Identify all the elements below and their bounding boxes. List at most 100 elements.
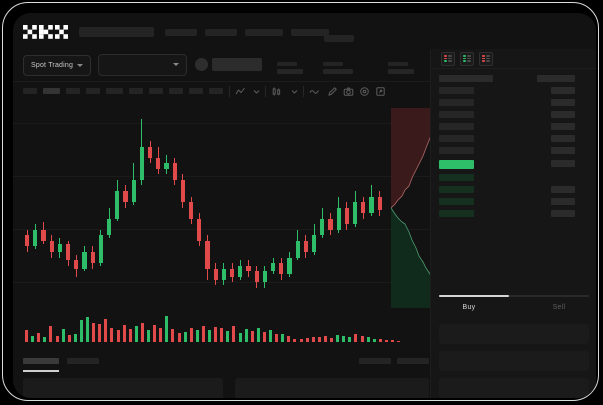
- volume-bar: [140, 322, 144, 342]
- chart-gridline: [13, 229, 430, 230]
- timeframe-button-6[interactable]: [129, 88, 143, 94]
- orderbook-both-icon[interactable]: [441, 52, 455, 66]
- nav-item-4[interactable]: [291, 29, 329, 36]
- okx-logo-icon[interactable]: [23, 25, 68, 39]
- volume-bar: [378, 339, 382, 342]
- bottom-action-1[interactable]: [359, 358, 391, 364]
- orderbook-depth-slider[interactable]: [439, 295, 589, 297]
- volume-bar: [238, 332, 242, 342]
- fullscreen-icon[interactable]: [375, 86, 386, 97]
- timeframe-button-7[interactable]: [149, 88, 163, 94]
- volume-bar: [226, 330, 230, 342]
- volume-histogram: [13, 308, 430, 348]
- volume-bar: [366, 336, 370, 342]
- bottom-tab-1[interactable]: [23, 358, 59, 364]
- candle-body: [107, 218, 112, 236]
- candle-body: [164, 163, 169, 169]
- chart-gridline: [13, 282, 430, 283]
- volume-bar: [201, 325, 205, 342]
- volume-bar: [110, 327, 114, 342]
- candle-body: [287, 257, 292, 275]
- timeframe-button-3[interactable]: [66, 88, 80, 94]
- tab-sell[interactable]: Sell: [552, 304, 566, 311]
- orderbook-bid-price-1[interactable]: [439, 174, 474, 181]
- bottom-tab-2[interactable]: [67, 358, 99, 364]
- timeframe-button-8[interactable]: [169, 88, 183, 94]
- volume-bar: [25, 330, 28, 342]
- timeframe-button-5[interactable]: [106, 88, 123, 94]
- nav-item-2[interactable]: [205, 29, 237, 36]
- volume-bar: [311, 336, 315, 342]
- orderbook-bid-price-4[interactable]: [439, 210, 474, 217]
- stat-label-1: [277, 62, 297, 66]
- orderbook-last-price[interactable]: [439, 160, 474, 169]
- orderbook-sidebar: Buy Sell: [430, 49, 596, 398]
- timeframe-button-1[interactable]: [23, 88, 37, 94]
- timeframe-button-2[interactable]: [43, 88, 60, 94]
- nav-item-5[interactable]: [324, 35, 354, 42]
- candle-body: [303, 240, 308, 252]
- device-screen: Spot Trading: [13, 13, 596, 398]
- volume-bar: [232, 326, 236, 342]
- volume-bar: [317, 337, 321, 342]
- device-frame: Spot Trading: [2, 2, 599, 401]
- bottom-panel-2[interactable]: [235, 378, 429, 398]
- candle-body: [172, 163, 177, 180]
- chart-type-icon[interactable]: [271, 86, 282, 97]
- orderbook-ask-price-6[interactable]: [439, 147, 474, 154]
- stat-label-3: [388, 62, 408, 66]
- candle-body: [33, 229, 38, 247]
- timeframe-button-10[interactable]: [209, 88, 223, 94]
- orderbook-bid-amount-3: [551, 198, 575, 205]
- candle-body: [221, 268, 226, 280]
- candle-body: [66, 243, 71, 261]
- volume-bar: [98, 323, 102, 342]
- pair-select[interactable]: [98, 54, 187, 76]
- indicator-icon[interactable]: [235, 86, 246, 97]
- price-candlestick-chart[interactable]: [13, 101, 430, 306]
- chevron-down-icon[interactable]: [251, 86, 262, 97]
- candle-body: [197, 218, 202, 241]
- candle-body: [262, 271, 267, 283]
- candle-body: [271, 263, 276, 272]
- bottom-action-2[interactable]: [397, 358, 429, 364]
- bottom-panel-1[interactable]: [23, 378, 223, 398]
- orderbook-bid-price-3[interactable]: [439, 198, 474, 205]
- chevron-down-icon[interactable]: [289, 86, 300, 97]
- pencil-icon[interactable]: [327, 86, 338, 97]
- nav-item-1[interactable]: [165, 29, 197, 36]
- header-title-skeleton: [79, 27, 154, 37]
- volume-bar: [116, 330, 120, 342]
- order-field-3[interactable]: [439, 378, 589, 398]
- orderbook-bids-icon[interactable]: [460, 52, 474, 66]
- coin-avatar-icon: [195, 58, 208, 71]
- trading-mode-selector[interactable]: Spot Trading: [23, 55, 92, 76]
- orderbook-ask-price-1[interactable]: [439, 87, 474, 94]
- line-chart-icon[interactable]: [309, 86, 320, 97]
- settings-icon[interactable]: [359, 86, 370, 97]
- orderbook-ask-price-4[interactable]: [439, 123, 474, 130]
- candle-body: [254, 271, 259, 283]
- candle-body: [320, 218, 325, 236]
- timeframe-button-4[interactable]: [86, 88, 100, 94]
- orderbook-bid-price-2[interactable]: [439, 186, 474, 193]
- candle-body: [98, 235, 103, 264]
- candle-body: [205, 240, 210, 269]
- orderbook-ask-price-5[interactable]: [439, 135, 474, 142]
- order-field-1[interactable]: [439, 324, 589, 344]
- volume-bar: [384, 340, 388, 342]
- volume-bar: [79, 319, 83, 342]
- volume-bar: [305, 338, 309, 342]
- tab-buy[interactable]: Buy: [462, 304, 476, 311]
- candle-body: [279, 263, 284, 275]
- volume-bar: [189, 328, 193, 342]
- camera-icon[interactable]: [343, 86, 354, 97]
- order-field-2[interactable]: [439, 351, 589, 371]
- volume-bar: [31, 335, 35, 342]
- nav-item-3[interactable]: [245, 29, 283, 36]
- orderbook-ask-price-3[interactable]: [439, 111, 474, 118]
- orderbook-ask-price-2[interactable]: [439, 99, 474, 106]
- candle-body: [25, 235, 30, 247]
- orderbook-asks-icon[interactable]: [479, 52, 493, 66]
- timeframe-button-9[interactable]: [189, 88, 203, 94]
